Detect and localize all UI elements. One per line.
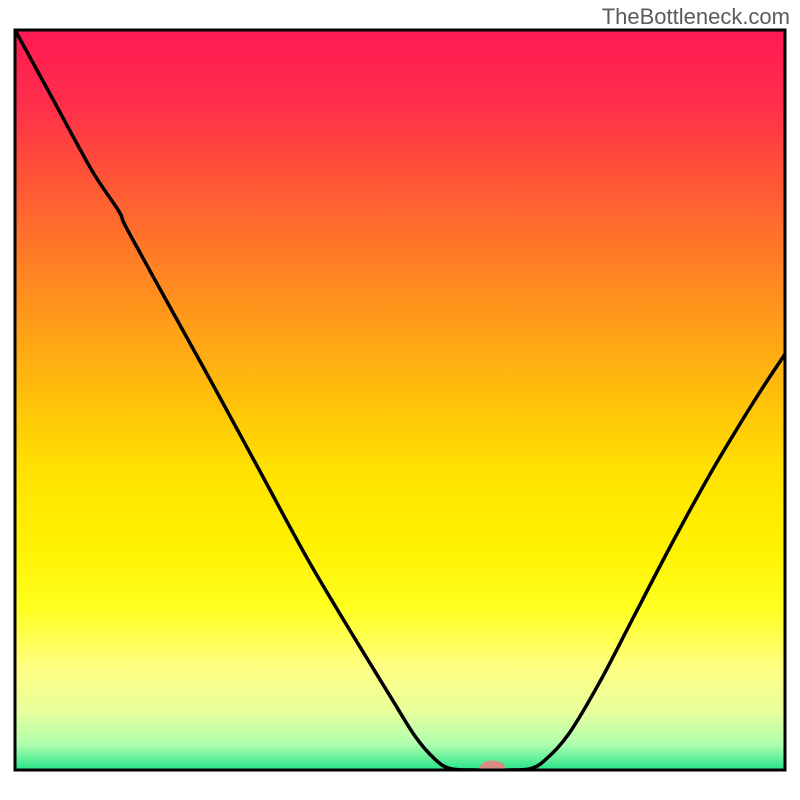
- plot-background: [15, 30, 785, 770]
- watermark-text: TheBottleneck.com: [602, 4, 790, 30]
- chart-container: TheBottleneck.com: [0, 0, 800, 800]
- bottleneck-chart: [0, 0, 800, 800]
